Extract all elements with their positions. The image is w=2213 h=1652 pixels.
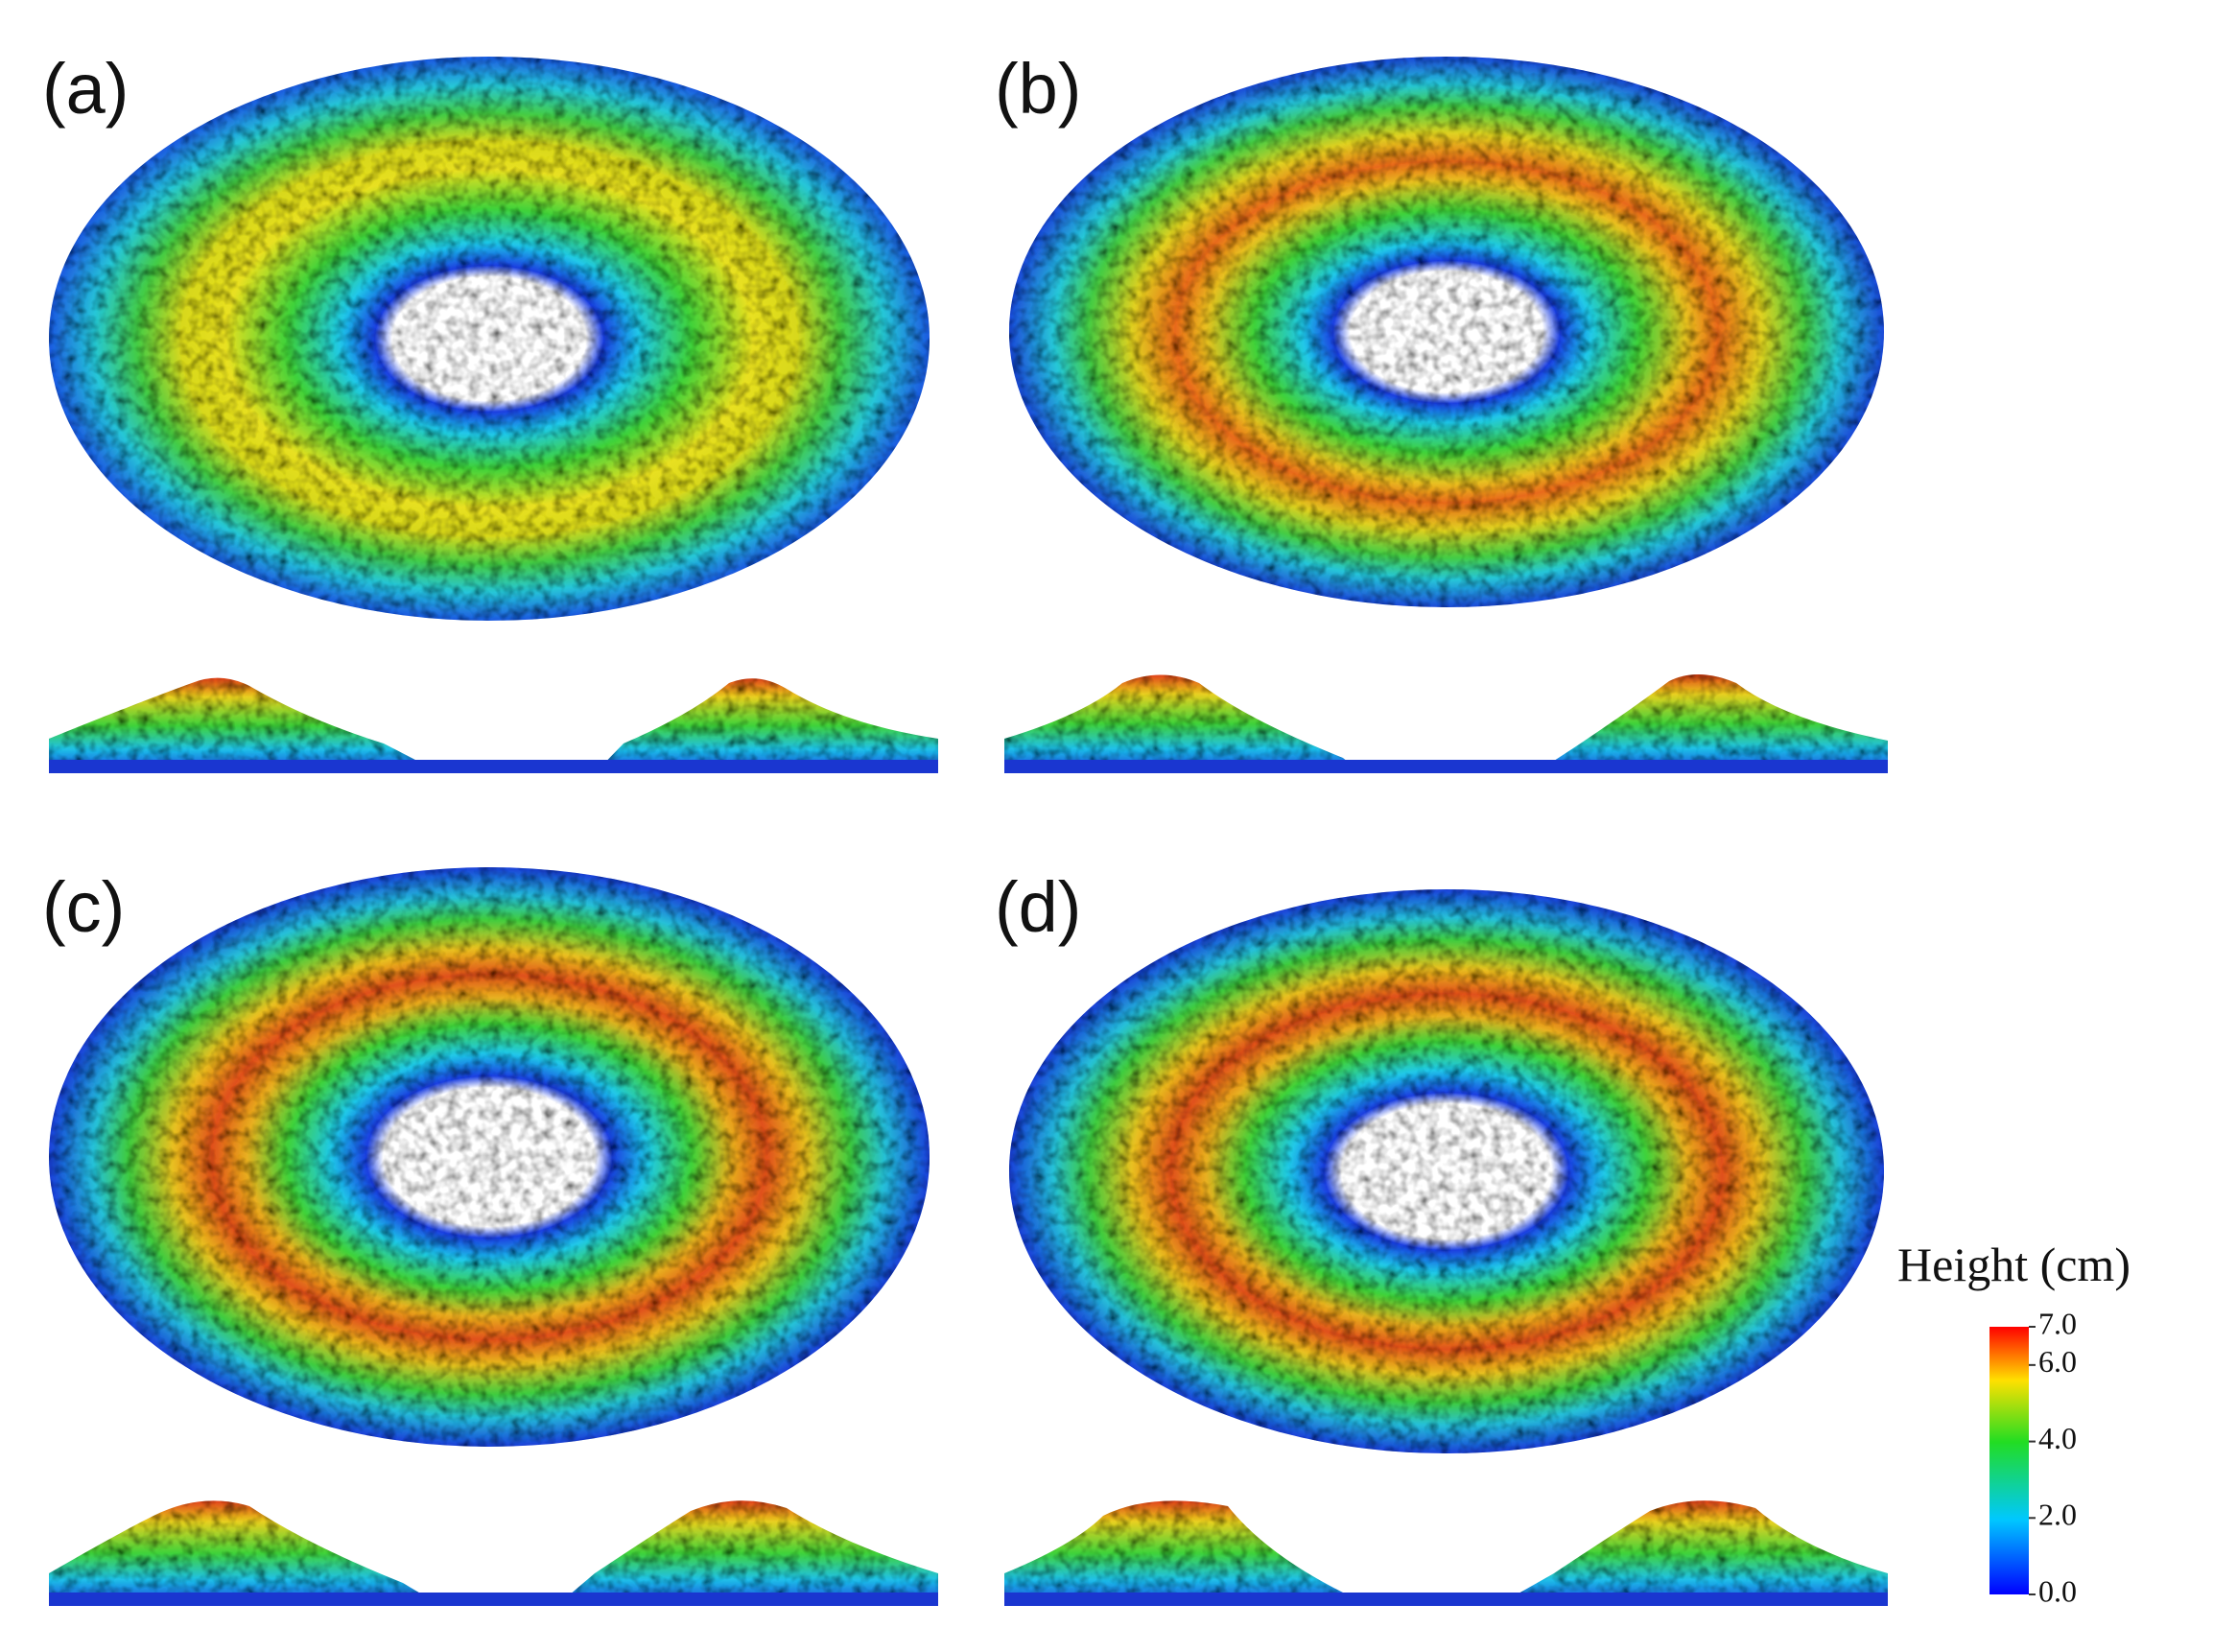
side-view: [49, 677, 938, 773]
tick-label: 6.0: [2038, 1344, 2077, 1379]
top-view: [49, 867, 930, 1447]
panel-d: (d): [995, 867, 1888, 1606]
top-view: [1009, 57, 1884, 607]
base: [1004, 760, 1888, 773]
base: [1004, 1593, 1888, 1606]
side-view: [1004, 673, 1888, 773]
panel-c: (c): [42, 867, 938, 1606]
top-view: [1009, 889, 1884, 1453]
panel-label: (c): [42, 867, 125, 947]
tick-label: 7.0: [2038, 1306, 2077, 1340]
panel-b: (b): [995, 49, 1888, 773]
panel-label: (d): [995, 867, 1081, 947]
tick-label: 2.0: [2038, 1498, 2077, 1532]
panel-label: (b): [995, 49, 1081, 129]
base: [49, 760, 938, 773]
base: [49, 1593, 938, 1606]
side-view: [1004, 1500, 1888, 1606]
colorbar-title: Height (cm): [1897, 1238, 2131, 1291]
panel-a: (a): [42, 49, 938, 773]
panel-label: (a): [42, 49, 129, 129]
side-view: [49, 1500, 938, 1606]
colorbar: Height (cm) 0.0 2.0 4.0 6.0 7.0: [1897, 1238, 2131, 1608]
top-view: [49, 57, 930, 621]
tick-label: 0.0: [2038, 1573, 2077, 1608]
colorbar-scale: [1989, 1327, 2029, 1594]
tick-label: 4.0: [2038, 1421, 2077, 1455]
